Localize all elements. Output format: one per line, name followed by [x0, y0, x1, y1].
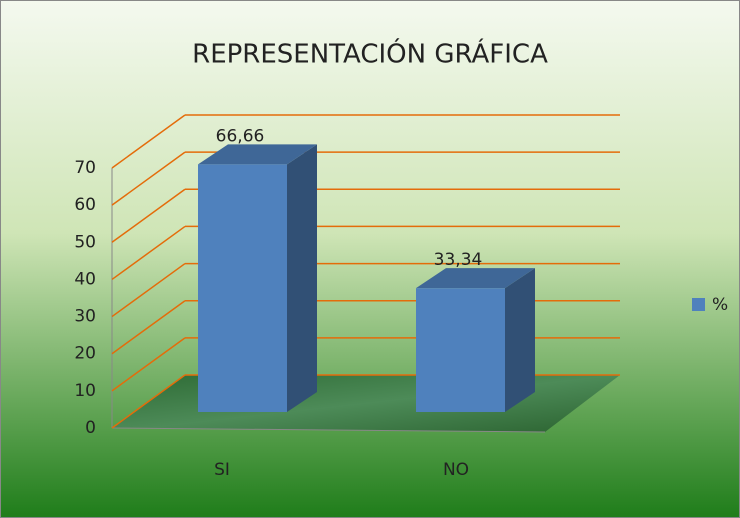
- x-tick-label: NO: [443, 460, 469, 480]
- chart-title: REPRESENTACIÓN GRÁFICA: [192, 38, 548, 70]
- bar-side: [505, 268, 535, 412]
- grid-line: [111, 151, 186, 206]
- y-tick-label: 0: [85, 418, 96, 438]
- bar-side: [287, 144, 317, 413]
- x-axis: [111, 427, 546, 433]
- grid-line: [111, 188, 186, 243]
- y-tick-label: 20: [74, 344, 96, 364]
- data-label: 66,66: [216, 126, 265, 146]
- y-tick-label: 30: [74, 307, 96, 327]
- grid-line: [111, 225, 186, 281]
- grid-line: [111, 374, 186, 429]
- bar: [416, 288, 505, 412]
- bar-top: [198, 144, 317, 165]
- grid-line: [111, 262, 186, 318]
- grid-line: [111, 300, 186, 355]
- grid-line: [111, 114, 186, 169]
- y-tick-label: 50: [74, 232, 96, 252]
- grid-line: [111, 337, 186, 392]
- floor: [112, 375, 620, 432]
- y-tick-label: 60: [74, 195, 96, 215]
- y-tick-label: 70: [74, 158, 96, 178]
- x-tick-label: SI: [214, 460, 230, 480]
- bar: [198, 164, 287, 412]
- y-tick-label: 10: [74, 381, 96, 401]
- y-tick-label: 40: [74, 269, 96, 289]
- bar-top: [416, 268, 535, 289]
- legend-swatch: [692, 298, 705, 311]
- data-label: 33,34: [434, 250, 483, 270]
- legend-label: %: [712, 295, 728, 315]
